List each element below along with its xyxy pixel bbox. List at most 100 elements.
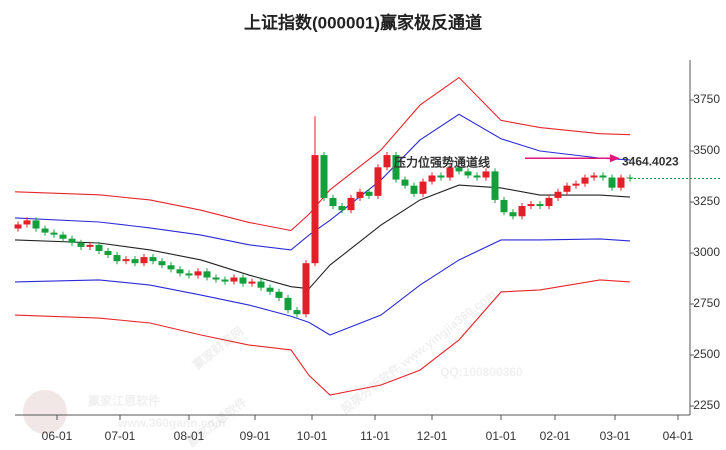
watermark: 赢家财富网 — [190, 323, 247, 372]
candle-body — [545, 197, 553, 207]
channel-line — [14, 279, 631, 396]
candle-body — [50, 232, 58, 235]
channel-line — [14, 184, 631, 290]
candle-body — [266, 287, 274, 292]
candle-body — [518, 206, 526, 217]
channel-line — [14, 113, 631, 251]
candle-body — [23, 220, 31, 225]
candle-body — [86, 244, 94, 247]
watermark: www.360gann.com — [117, 416, 226, 430]
candle-body — [446, 167, 454, 178]
candle-body — [221, 279, 229, 282]
candle-body — [248, 281, 256, 284]
candle-body — [230, 277, 238, 282]
candle-body — [491, 171, 499, 200]
y-tick-label: 3250 — [693, 194, 720, 208]
candle-body — [392, 155, 400, 180]
x-tick-label: 11-01 — [360, 429, 390, 443]
candle-body — [149, 257, 157, 262]
candle-body — [113, 255, 121, 262]
watermark: 股票分析软件 www.yingjia360.com — [338, 286, 499, 416]
candle-body — [356, 191, 364, 198]
candle-body — [455, 167, 463, 172]
candle-body — [104, 250, 112, 256]
annotation-arrowhead — [610, 154, 620, 163]
candle-body — [257, 281, 265, 288]
watermark-logo — [23, 390, 67, 434]
candle-body — [167, 265, 175, 270]
candle-body — [383, 155, 391, 168]
candle-body — [140, 257, 148, 264]
chart-title: 上证指数(000001)赢家极反通道 — [244, 12, 482, 32]
candle-body — [365, 191, 373, 196]
y-tick-label: 2500 — [693, 347, 720, 361]
channel-line — [14, 76, 631, 232]
candle-body — [284, 297, 292, 311]
candle-body — [158, 261, 166, 266]
y-tick-label: 3500 — [693, 143, 720, 157]
candle-body — [599, 175, 607, 178]
candle-body — [410, 185, 418, 194]
candle-body — [581, 177, 589, 184]
candle-body — [302, 263, 310, 315]
x-tick-label: 10-01 — [297, 429, 328, 443]
candle-body — [122, 259, 130, 262]
candle-body — [239, 277, 247, 284]
candle-body — [176, 269, 184, 274]
candle-body — [212, 277, 220, 280]
candle-body — [536, 204, 544, 207]
candle-body — [95, 244, 103, 251]
y-tick-label: 3000 — [693, 245, 720, 259]
candle-body — [329, 197, 337, 207]
candle-body — [275, 291, 283, 298]
candle-body — [563, 185, 571, 192]
candle-body — [500, 199, 508, 213]
candle-body — [32, 220, 40, 229]
candle-body — [617, 177, 625, 188]
candle-body — [311, 155, 319, 264]
candle-body — [437, 175, 445, 178]
candle-body — [626, 177, 634, 179]
candle-body — [338, 206, 346, 211]
candle-body — [203, 271, 211, 278]
candle-body — [473, 175, 481, 178]
y-tick-label: 2250 — [693, 398, 720, 412]
watermark: 赢家江恩软件 — [88, 393, 160, 408]
candle-body — [509, 212, 517, 217]
y-tick-label: 3750 — [693, 92, 720, 106]
candle-body — [347, 197, 355, 211]
y-tick-label: 2750 — [693, 296, 720, 310]
x-tick-label: 04-01 — [663, 429, 694, 443]
x-tick-label: 03-01 — [600, 429, 631, 443]
x-tick-label: 09-01 — [240, 429, 271, 443]
annotation-text: 压力位强势通道线 — [394, 154, 490, 169]
candle-body — [185, 273, 193, 276]
x-tick-label: 01-01 — [486, 429, 517, 443]
candle-body — [428, 175, 436, 182]
candle-body — [374, 167, 382, 196]
candle-body — [131, 259, 139, 264]
candle-body — [572, 183, 580, 186]
x-tick-label: 06-01 — [42, 429, 73, 443]
candle-body — [401, 179, 409, 186]
candle-body — [77, 242, 85, 247]
x-tick-label: 08-01 — [174, 429, 205, 443]
candle-body — [68, 238, 76, 243]
candle-body — [293, 310, 301, 315]
candle-body — [527, 204, 535, 207]
candle-body — [554, 191, 562, 198]
candle-body — [320, 155, 328, 198]
x-tick-label: 12-01 — [417, 429, 448, 443]
annotation-value: 3464.4023 — [622, 154, 679, 168]
watermark-layer: 赢家财富网 股票分析软件 www.yingjia360.com 赢家江恩软件 Q… — [23, 286, 523, 450]
channel-line — [14, 238, 631, 336]
candle-body — [608, 177, 616, 188]
x-tick-label: 07-01 — [105, 429, 136, 443]
candle-body — [194, 271, 202, 276]
candle-body — [464, 171, 472, 176]
watermark: QQ:100800360 — [440, 365, 523, 379]
candle-body — [590, 175, 598, 178]
candle-body — [419, 181, 427, 194]
x-tick-label: 02-01 — [540, 429, 571, 443]
